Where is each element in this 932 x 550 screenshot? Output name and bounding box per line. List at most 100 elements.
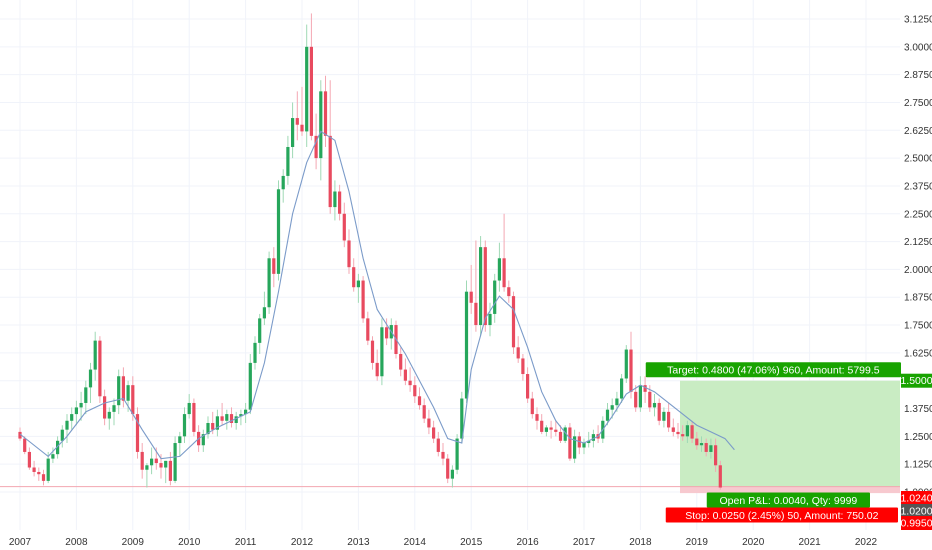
y-tick-label: 1.1250 (904, 460, 932, 471)
candle (554, 420, 558, 437)
candle-body (704, 443, 708, 452)
candle-body (27, 451, 31, 468)
candle (84, 380, 88, 415)
candle (361, 276, 365, 323)
candle-body (88, 369, 93, 388)
candle-body (624, 349, 628, 379)
candle (385, 318, 389, 346)
candle (262, 291, 266, 326)
candle (37, 467, 41, 481)
candle (192, 398, 196, 437)
candle-body (620, 378, 624, 399)
candle (117, 369, 121, 415)
target-price-badge-bg (901, 373, 932, 388)
candle-body (427, 418, 431, 428)
x-tick-label: 2010 (178, 537, 201, 548)
candle (455, 434, 459, 475)
current-price-badge-bg (901, 504, 932, 518)
candle (150, 447, 154, 475)
candle-body (328, 135, 332, 208)
pnl-label-bg (706, 492, 870, 508)
candle-body (502, 258, 506, 288)
candle-body (140, 451, 144, 470)
candle-body (41, 474, 46, 481)
y-tick-label: 2.1250 (904, 237, 932, 248)
candle-body (112, 405, 116, 412)
candle-body (323, 91, 328, 136)
candle-body (70, 414, 74, 421)
x-tick-label: 2009 (122, 537, 145, 548)
candle (206, 416, 210, 439)
candle-body (709, 445, 713, 452)
candle (526, 367, 530, 403)
candle-body (258, 318, 262, 343)
candle-body (685, 425, 689, 437)
candle (620, 374, 624, 403)
candle (70, 407, 74, 430)
candle-body (652, 402, 657, 408)
x-tick-label: 2014 (404, 537, 427, 548)
candle (573, 429, 577, 464)
candle-body (370, 340, 375, 363)
candle-body (413, 385, 417, 397)
candle (370, 336, 375, 370)
target-price-badge: 1.5000 (900, 373, 932, 388)
candle-body (582, 443, 586, 448)
candle (319, 80, 323, 181)
candle-body (154, 458, 158, 464)
candle-body (638, 385, 642, 408)
candle-body (291, 118, 295, 147)
candle-body (126, 385, 130, 401)
candle (244, 402, 248, 423)
candle (74, 400, 78, 426)
candle-body (168, 460, 172, 481)
candle (295, 91, 299, 141)
x-axis: 2007 2008 2009 2010 2011 2012 2013 2014 2015 2016… (9, 537, 878, 548)
candle (493, 273, 497, 323)
candle (225, 409, 229, 430)
x-tick-label: 2013 (347, 537, 370, 548)
candle (540, 414, 544, 435)
candle (347, 229, 351, 274)
candle-body (615, 398, 619, 406)
candle (441, 443, 445, 466)
candle-body (699, 443, 704, 446)
candle-body (544, 427, 548, 432)
candle-body (718, 465, 722, 488)
candle-body (479, 247, 483, 326)
candle-body (333, 191, 337, 208)
candle (530, 391, 534, 419)
candle-body (511, 296, 516, 348)
stop-label-bg (665, 507, 898, 523)
candle-body (587, 440, 591, 444)
candle (253, 336, 257, 370)
candle (187, 394, 191, 419)
candle-body (267, 258, 271, 308)
candle (657, 398, 661, 426)
x-tick-label: 2021 (798, 537, 821, 548)
candle-body (450, 469, 454, 479)
candle (65, 414, 69, 444)
candles (18, 13, 722, 490)
candle-body (32, 467, 36, 472)
candle (342, 202, 346, 248)
candle (652, 394, 657, 417)
candle-body (422, 405, 426, 419)
x-tick-label: 2008 (65, 537, 88, 548)
candle (234, 411, 238, 430)
candle (544, 425, 548, 437)
candle-body (192, 402, 196, 432)
candle-body (605, 409, 610, 421)
candle-body (103, 396, 107, 419)
candle (399, 347, 403, 377)
candle-body (135, 414, 140, 452)
candle-body (309, 46, 313, 136)
candle (328, 80, 332, 214)
candle-body (276, 189, 281, 274)
entry-price-badge-bg (901, 491, 932, 505)
candle-body (300, 124, 304, 132)
candle-body (159, 463, 163, 468)
candle-body (563, 427, 567, 441)
